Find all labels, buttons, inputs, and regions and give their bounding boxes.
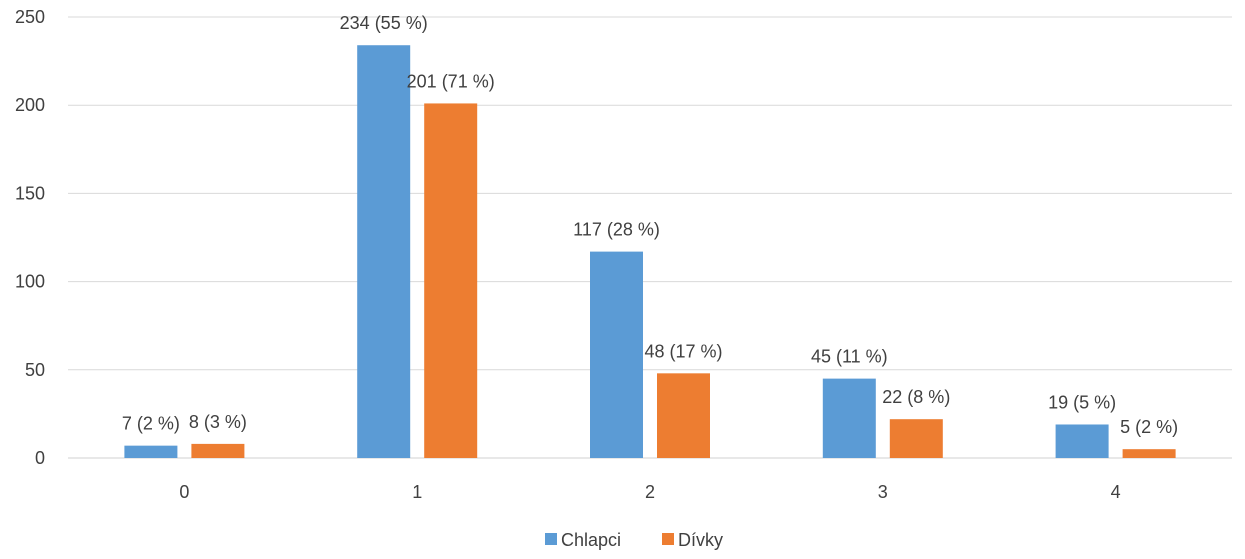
bar-divky-1 (424, 103, 478, 458)
y-axis-ticks: 0 50 100 150 200 250 (15, 7, 45, 468)
data-label: 5 (2 %) (1120, 417, 1178, 437)
y-tick-label: 50 (25, 360, 45, 380)
data-labels: 7 (2 %) 8 (3 %) 234 (55 %) 201 (71 %) 117 (2… (122, 13, 1178, 437)
y-tick-label: 0 (35, 448, 45, 468)
data-label: 201 (71 %) (407, 71, 495, 91)
x-axis-ticks: 0 1 2 3 4 (179, 482, 1120, 502)
x-tick-label: 3 (878, 482, 888, 502)
legend-swatch-divky (662, 533, 674, 545)
data-label: 45 (11 %) (811, 347, 888, 367)
legend-swatch-chlapci (545, 533, 557, 545)
x-tick-label: 2 (645, 482, 655, 502)
legend-label: Dívky (678, 530, 723, 550)
bar-divky-4 (1122, 449, 1176, 458)
y-tick-label: 200 (15, 95, 45, 115)
data-label: 117 (28 %) (573, 220, 660, 240)
data-label: 22 (8 %) (882, 387, 950, 407)
bar-chlapci-1 (357, 45, 411, 458)
y-tick-label: 100 (15, 272, 45, 292)
y-tick-label: 150 (15, 183, 45, 203)
bar-chlapci-3 (822, 378, 876, 458)
x-tick-label: 1 (412, 482, 422, 502)
data-label: 19 (5 %) (1048, 392, 1116, 412)
bar-divky-2 (657, 373, 710, 458)
bar-chlapci-2 (590, 251, 643, 458)
bar-divky-3 (889, 419, 943, 458)
legend: Chlapci Dívky (545, 530, 723, 550)
x-tick-label: 4 (1111, 482, 1121, 502)
data-label: 48 (17 %) (644, 341, 722, 361)
data-label: 7 (2 %) (122, 414, 180, 434)
data-label: 234 (55 %) (340, 13, 428, 33)
data-label: 8 (3 %) (189, 412, 247, 432)
gridlines (68, 16, 1232, 459)
legend-label: Chlapci (561, 530, 621, 550)
bar-chlapci-4 (1055, 424, 1109, 458)
y-tick-label: 250 (15, 7, 45, 27)
bar-divky-0 (191, 443, 245, 458)
bar-chlapci-0 (124, 445, 178, 458)
x-tick-label: 0 (179, 482, 189, 502)
bars (124, 45, 1176, 458)
